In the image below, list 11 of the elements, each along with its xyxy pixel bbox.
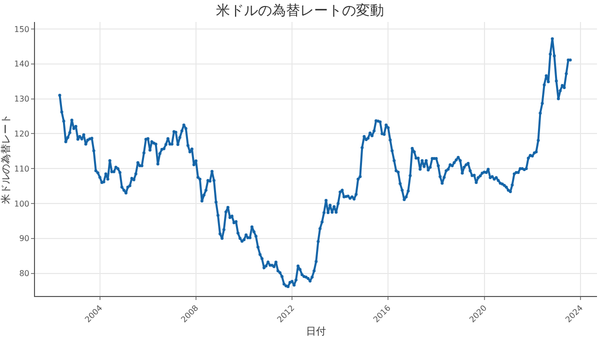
y-tick-label: 140 (14, 60, 30, 69)
y-tick-label: 80 (19, 269, 30, 278)
y-tick-label: 100 (14, 199, 30, 208)
y-tick-label: 120 (14, 129, 30, 138)
y-axis-title: 米ドルの為替レート (0, 114, 12, 204)
y-tick-label: 110 (14, 164, 30, 174)
y-tick-label: 130 (14, 94, 30, 104)
chart-title: 米ドルの為替レートの変動 (216, 2, 384, 19)
x-axis-title: 日付 (306, 326, 326, 338)
y-tick-label: 150 (14, 24, 30, 34)
y-tick-label: 90 (19, 234, 30, 244)
